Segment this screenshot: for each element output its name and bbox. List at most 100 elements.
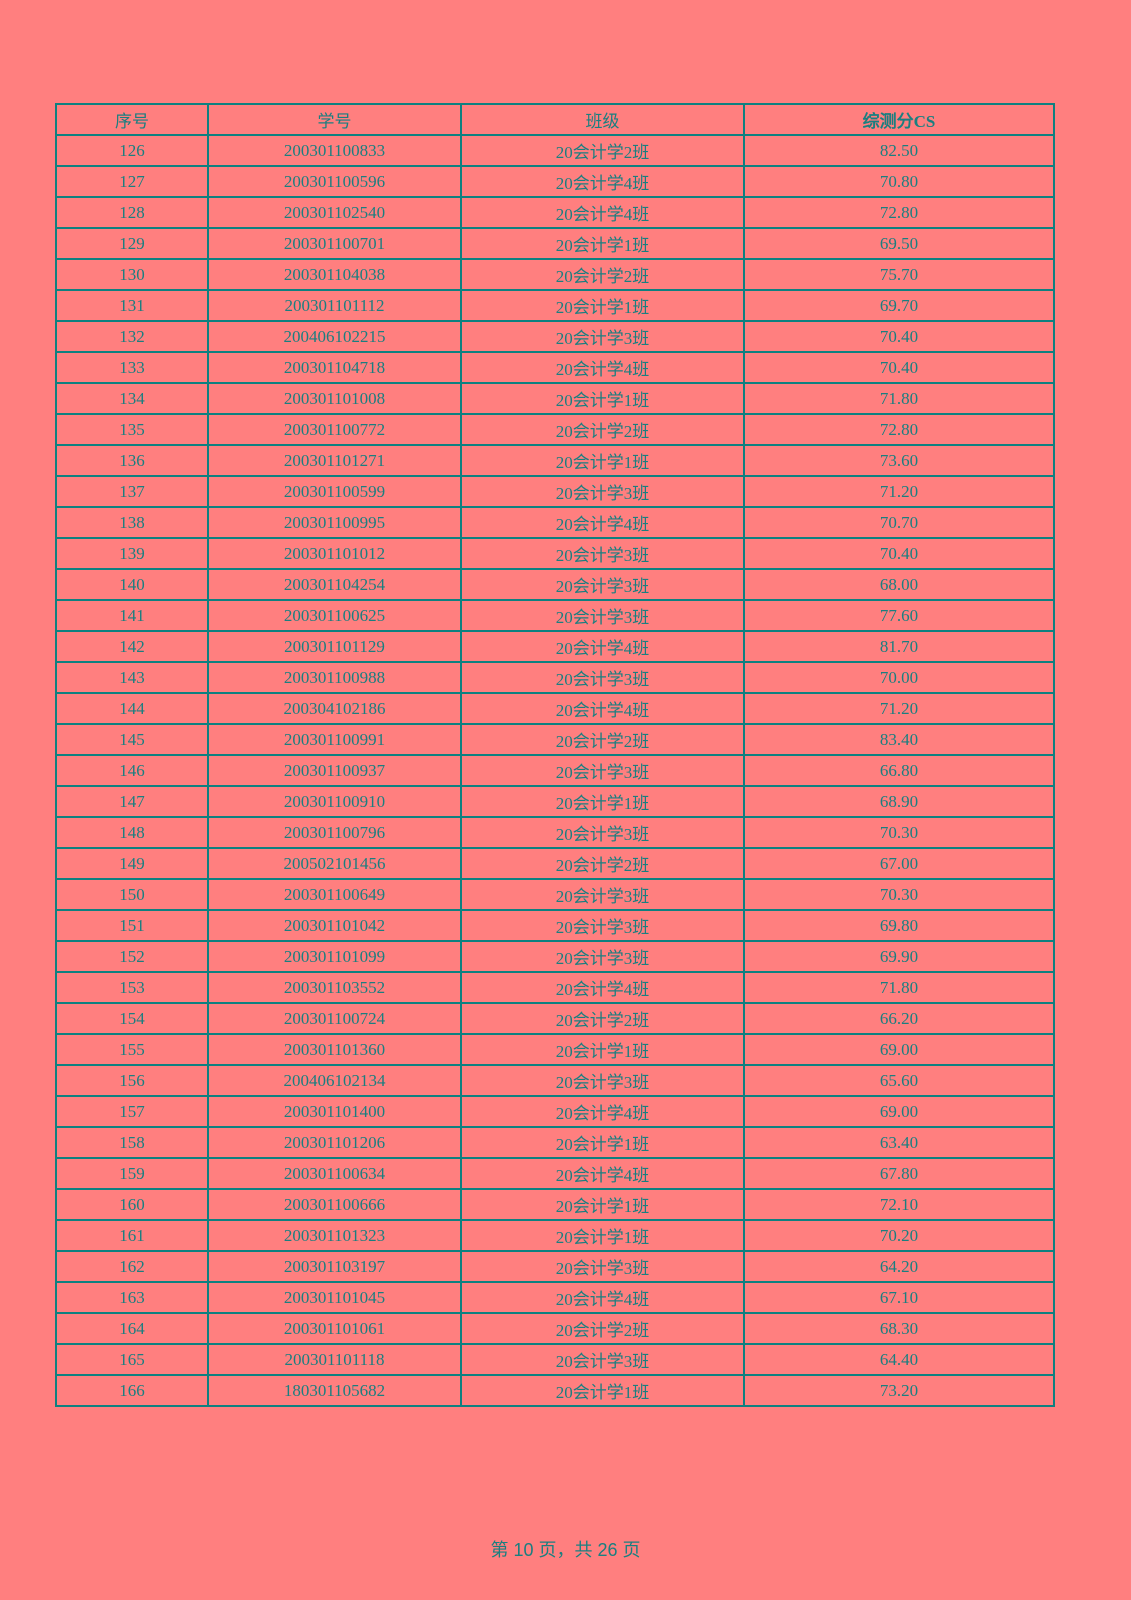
cell-class: 20会计学3班 [460, 909, 745, 942]
table-row: 158 200301101206 20会计学1班 63.40 [55, 1126, 1055, 1159]
cell-student-id: 200301101008 [207, 382, 462, 415]
cell-class: 20会计学1班 [460, 1126, 745, 1159]
cell-student-id: 200301101206 [207, 1126, 462, 1159]
table-row: 131 200301101112 20会计学1班 69.70 [55, 289, 1055, 322]
cell-student-id: 200301101012 [207, 537, 462, 570]
cell-index: 136 [55, 444, 209, 477]
cell-student-id: 200301104254 [207, 568, 462, 601]
cell-student-id: 200301104718 [207, 351, 462, 384]
cell-index: 155 [55, 1033, 209, 1066]
cell-class: 20会计学1班 [460, 444, 745, 477]
table-row: 149 200502101456 20会计学2班 67.00 [55, 847, 1055, 880]
table-row: 133 200301104718 20会计学4班 70.40 [55, 351, 1055, 384]
cell-index: 165 [55, 1343, 209, 1376]
table-row: 129 200301100701 20会计学1班 69.50 [55, 227, 1055, 260]
cell-index: 126 [55, 134, 209, 167]
cell-score: 63.40 [743, 1126, 1055, 1159]
cell-index: 144 [55, 692, 209, 725]
cell-score: 71.80 [743, 382, 1055, 415]
table-row: 154 200301100724 20会计学2班 66.20 [55, 1002, 1055, 1035]
cell-class: 20会计学2班 [460, 1312, 745, 1345]
cell-index: 153 [55, 971, 209, 1004]
cell-score: 68.90 [743, 785, 1055, 818]
cell-class: 20会计学4班 [460, 165, 745, 198]
cell-student-id: 200301102540 [207, 196, 462, 229]
cell-score: 72.80 [743, 413, 1055, 446]
cell-index: 156 [55, 1064, 209, 1097]
cell-student-id: 200301100596 [207, 165, 462, 198]
cell-class: 20会计学3班 [460, 320, 745, 353]
cell-index: 128 [55, 196, 209, 229]
cell-student-id: 200301101323 [207, 1219, 462, 1252]
cell-student-id: 200301100701 [207, 227, 462, 260]
cell-index: 138 [55, 506, 209, 539]
cell-class: 20会计学1班 [460, 382, 745, 415]
cell-class: 20会计学2班 [460, 134, 745, 167]
table-row: 146 200301100937 20会计学3班 66.80 [55, 754, 1055, 787]
cell-index: 127 [55, 165, 209, 198]
table-row: 155 200301101360 20会计学1班 69.00 [55, 1033, 1055, 1066]
cell-student-id: 200301100634 [207, 1157, 462, 1190]
cell-index: 139 [55, 537, 209, 570]
table-row: 134 200301101008 20会计学1班 71.80 [55, 382, 1055, 415]
cell-score: 68.30 [743, 1312, 1055, 1345]
cell-student-id: 200502101456 [207, 847, 462, 880]
cell-score: 64.40 [743, 1343, 1055, 1376]
cell-class: 20会计学2班 [460, 413, 745, 446]
table-row: 161 200301101323 20会计学1班 70.20 [55, 1219, 1055, 1252]
table-row: 159 200301100634 20会计学4班 67.80 [55, 1157, 1055, 1190]
cell-class: 20会计学4班 [460, 630, 745, 663]
table-row: 126 200301100833 20会计学2班 82.50 [55, 134, 1055, 167]
cell-score: 67.00 [743, 847, 1055, 880]
cell-score: 67.80 [743, 1157, 1055, 1190]
table-row: 128 200301102540 20会计学4班 72.80 [55, 196, 1055, 229]
cell-score: 72.10 [743, 1188, 1055, 1221]
cell-score: 71.20 [743, 692, 1055, 725]
cell-index: 150 [55, 878, 209, 911]
cell-score: 69.50 [743, 227, 1055, 260]
cell-class: 20会计学1班 [460, 785, 745, 818]
cell-score: 73.60 [743, 444, 1055, 477]
cell-score: 66.20 [743, 1002, 1055, 1035]
header-student-id: 学号 [207, 103, 462, 136]
cell-score: 68.00 [743, 568, 1055, 601]
table-row: 151 200301101042 20会计学3班 69.80 [55, 909, 1055, 942]
cell-class: 20会计学4班 [460, 971, 745, 1004]
cell-class: 20会计学1班 [460, 1374, 745, 1407]
table-row: 138 200301100995 20会计学4班 70.70 [55, 506, 1055, 539]
cell-index: 164 [55, 1312, 209, 1345]
cell-class: 20会计学4班 [460, 351, 745, 384]
cell-class: 20会计学3班 [460, 1064, 745, 1097]
cell-score: 70.70 [743, 506, 1055, 539]
cell-index: 147 [55, 785, 209, 818]
cell-index: 140 [55, 568, 209, 601]
cell-index: 145 [55, 723, 209, 756]
cell-score: 70.20 [743, 1219, 1055, 1252]
cell-index: 151 [55, 909, 209, 942]
cell-class: 20会计学4班 [460, 506, 745, 539]
cell-index: 135 [55, 413, 209, 446]
cell-score: 71.80 [743, 971, 1055, 1004]
table-row: 150 200301100649 20会计学3班 70.30 [55, 878, 1055, 911]
cell-student-id: 200301101045 [207, 1281, 462, 1314]
cell-class: 20会计学2班 [460, 258, 745, 291]
cell-index: 141 [55, 599, 209, 632]
cell-index: 166 [55, 1374, 209, 1407]
table-body: 126 200301100833 20会计学2班 82.50 127 2003011005… [55, 134, 1055, 1407]
table-row: 143 200301100988 20会计学3班 70.00 [55, 661, 1055, 694]
cell-student-id: 200301103197 [207, 1250, 462, 1283]
cell-index: 142 [55, 630, 209, 663]
cell-score: 69.00 [743, 1095, 1055, 1128]
table-row: 130 200301104038 20会计学2班 75.70 [55, 258, 1055, 291]
cell-student-id: 200301100833 [207, 134, 462, 167]
table-row: 142 200301101129 20会计学4班 81.70 [55, 630, 1055, 663]
cell-index: 159 [55, 1157, 209, 1190]
cell-class: 20会计学3班 [460, 475, 745, 508]
cell-class: 20会计学3班 [460, 878, 745, 911]
cell-score: 72.80 [743, 196, 1055, 229]
table-row: 156 200406102134 20会计学3班 65.60 [55, 1064, 1055, 1097]
cell-score: 69.80 [743, 909, 1055, 942]
header-score: 综测分CS [743, 103, 1055, 136]
cell-index: 134 [55, 382, 209, 415]
cell-class: 20会计学1班 [460, 1188, 745, 1221]
